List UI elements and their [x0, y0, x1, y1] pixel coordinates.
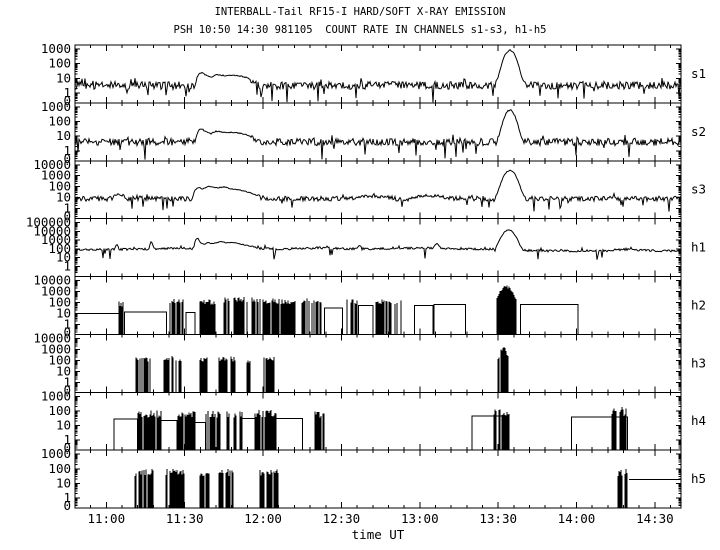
chart-title: INTERBALL-Tail RF15-I HARD/SOFT X-RAY EM… [214, 6, 506, 18]
axis-ticks-h4 [75, 392, 681, 451]
y-tick-label: 100 [48, 179, 71, 194]
y-tick-label: 0 [63, 209, 71, 224]
y-tick-label: 1000 [41, 341, 71, 356]
y-tick-label: 1000 [41, 168, 71, 183]
x-tick-label: 13:30 [479, 511, 517, 526]
channel-label-h5: h5 [691, 471, 706, 486]
y-tick-label: 10000 [33, 330, 71, 345]
trace-bursts-h3 [135, 347, 509, 392]
y-tick-label: 1000 [41, 388, 71, 403]
axis-ticks-s3 [75, 160, 681, 219]
y-tick-label: 10 [56, 418, 71, 433]
x-tick-label: 14:30 [636, 511, 674, 526]
x-axis-title: time UT [352, 527, 405, 542]
trace-s1 [74, 49, 682, 103]
y-tick-label: 0 [63, 382, 71, 397]
y-tick-label: 10000 [33, 223, 71, 238]
y-tick-label: 1000 [41, 284, 71, 299]
axis-ticks-s2 [75, 102, 681, 161]
y-tick-label: 1 [63, 432, 71, 447]
y-tick-label: 10 [56, 250, 71, 265]
y-tick-label: 1 [63, 201, 71, 216]
panel-border-h1 [74, 218, 682, 277]
trace-bursts-h5 [134, 469, 628, 508]
y-tick-label: 10 [56, 305, 71, 320]
axis-ticks-h1 [75, 218, 681, 277]
x-tick-label: 12:00 [244, 511, 282, 526]
x-tick-label: 13:00 [401, 511, 439, 526]
y-tick-label: 0 [63, 151, 71, 166]
y-tick-label: 10 [56, 128, 71, 143]
channel-label-h4: h4 [691, 413, 706, 428]
channel-label-h3: h3 [691, 355, 706, 370]
channel-label-s2: s2 [691, 124, 706, 139]
y-tick-label: 100 [48, 114, 71, 129]
y-tick-label: 1 [63, 374, 71, 389]
panel-border-h4 [74, 391, 682, 451]
y-tick-label: 10000 [33, 273, 71, 288]
y-tick-label: 0 [63, 498, 71, 513]
y-tick-label: 1 [63, 316, 71, 331]
y-tick-label: 100000 [26, 215, 71, 230]
x-tick-label: 11:30 [166, 511, 204, 526]
y-tick-label: 10 [56, 363, 71, 378]
panel-border-s3 [74, 160, 682, 220]
y-tick-label: 1000 [41, 446, 71, 461]
y-tick-label: 1000 [41, 232, 71, 247]
y-tick-label: 1 [63, 259, 71, 274]
y-tick-label: 1 [63, 85, 71, 100]
y-tick-label: 1000 [41, 41, 71, 56]
y-tick-label: 10 [56, 475, 71, 490]
trace-s3 [74, 169, 682, 212]
y-tick-label: 100 [48, 241, 71, 256]
channel-label-s1: s1 [691, 66, 706, 81]
y-tick-label: 10000 [33, 157, 71, 172]
y-tick-label: 1000 [41, 99, 71, 114]
trace-steps-h4 [113, 415, 628, 450]
y-tick-label: 100 [48, 461, 71, 476]
panel-border-s2 [74, 102, 682, 162]
channel-label-h1: h1 [691, 240, 706, 255]
y-tick-label: 10 [56, 190, 71, 205]
y-tick-label: 100 [48, 352, 71, 367]
channel-label-h2: h2 [691, 297, 706, 312]
y-tick-label: 10 [56, 70, 71, 85]
y-tick-label: 0 [63, 440, 71, 455]
y-tick-label: 100 [48, 294, 71, 309]
trace-bursts-h2 [118, 285, 517, 334]
trace-h1 [74, 229, 682, 260]
x-tick-label: 11:00 [87, 511, 125, 526]
y-tick-label: 1 [63, 490, 71, 505]
x-tick-label: 12:30 [323, 511, 361, 526]
chart-subtitle: PSH 10:50 14:30 981105 COUNT RATE IN CHA… [173, 24, 547, 36]
trace-bursts-h4 [137, 407, 627, 450]
y-tick-label: 100 [48, 56, 71, 71]
trace-steps-h2 [75, 303, 579, 334]
y-tick-label: 1 [63, 143, 71, 158]
trace-s2 [74, 109, 682, 160]
channel-label-s3: s3 [691, 182, 706, 197]
y-tick-label: 0 [63, 93, 71, 108]
x-tick-label: 14:00 [558, 511, 596, 526]
y-tick-label: 0 [63, 324, 71, 339]
axis-ticks-h5 [75, 450, 681, 508]
y-tick-label: 100 [48, 403, 71, 418]
axis-ticks-h3 [75, 334, 681, 393]
